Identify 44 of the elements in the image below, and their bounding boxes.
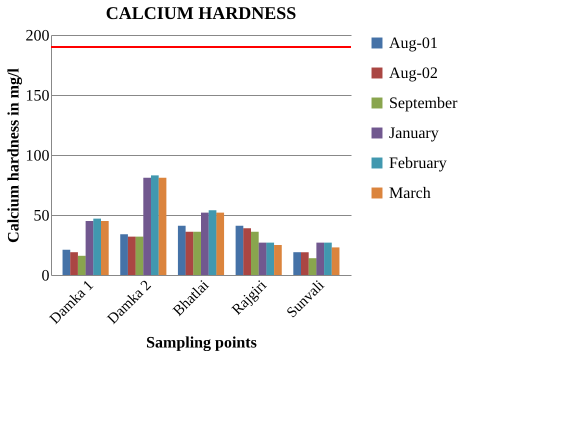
- bar: [86, 221, 94, 275]
- bar: [208, 210, 216, 275]
- bar: [186, 232, 194, 275]
- bar: [236, 226, 244, 275]
- bar: [201, 212, 209, 275]
- legend-label: March: [389, 185, 431, 202]
- bar: [193, 232, 201, 275]
- legend-label: February: [389, 155, 447, 172]
- y-axis-title: Calcium hardness in mg/l: [6, 68, 22, 243]
- bar: [70, 252, 78, 275]
- y-tick-label: 200: [26, 28, 50, 44]
- y-tick-label: 50: [34, 208, 50, 224]
- bar: [136, 236, 144, 275]
- bar: [332, 247, 340, 275]
- bar: [78, 256, 86, 275]
- legend-label: January: [389, 125, 439, 142]
- bar: [251, 232, 259, 275]
- y-tick-label: 0: [42, 268, 50, 284]
- bar: [128, 236, 136, 275]
- bar: [158, 178, 166, 275]
- bar: [178, 226, 186, 275]
- legend-label: Aug-01: [389, 35, 438, 52]
- bar: [274, 245, 282, 275]
- y-tick-label: 150: [26, 88, 50, 104]
- bar: [101, 221, 109, 275]
- bar: [301, 252, 309, 275]
- bar: [143, 178, 151, 275]
- bar: [216, 212, 224, 275]
- legend-label: Aug-02: [389, 65, 438, 82]
- bar: [316, 242, 324, 275]
- bar: [308, 258, 316, 275]
- bar: [62, 250, 70, 275]
- bar: [151, 175, 159, 275]
- bar: [324, 242, 332, 275]
- bar: [120, 234, 128, 275]
- bar: [293, 252, 301, 275]
- legend-label: September: [389, 95, 458, 112]
- chart-title: CALCIUM HARDNESS: [106, 3, 296, 23]
- bar: [258, 242, 266, 275]
- bar: [243, 228, 251, 275]
- y-tick-label: 100: [26, 148, 50, 164]
- bar: [266, 242, 274, 275]
- bar: [93, 218, 101, 275]
- x-axis-title: Sampling points: [146, 334, 257, 352]
